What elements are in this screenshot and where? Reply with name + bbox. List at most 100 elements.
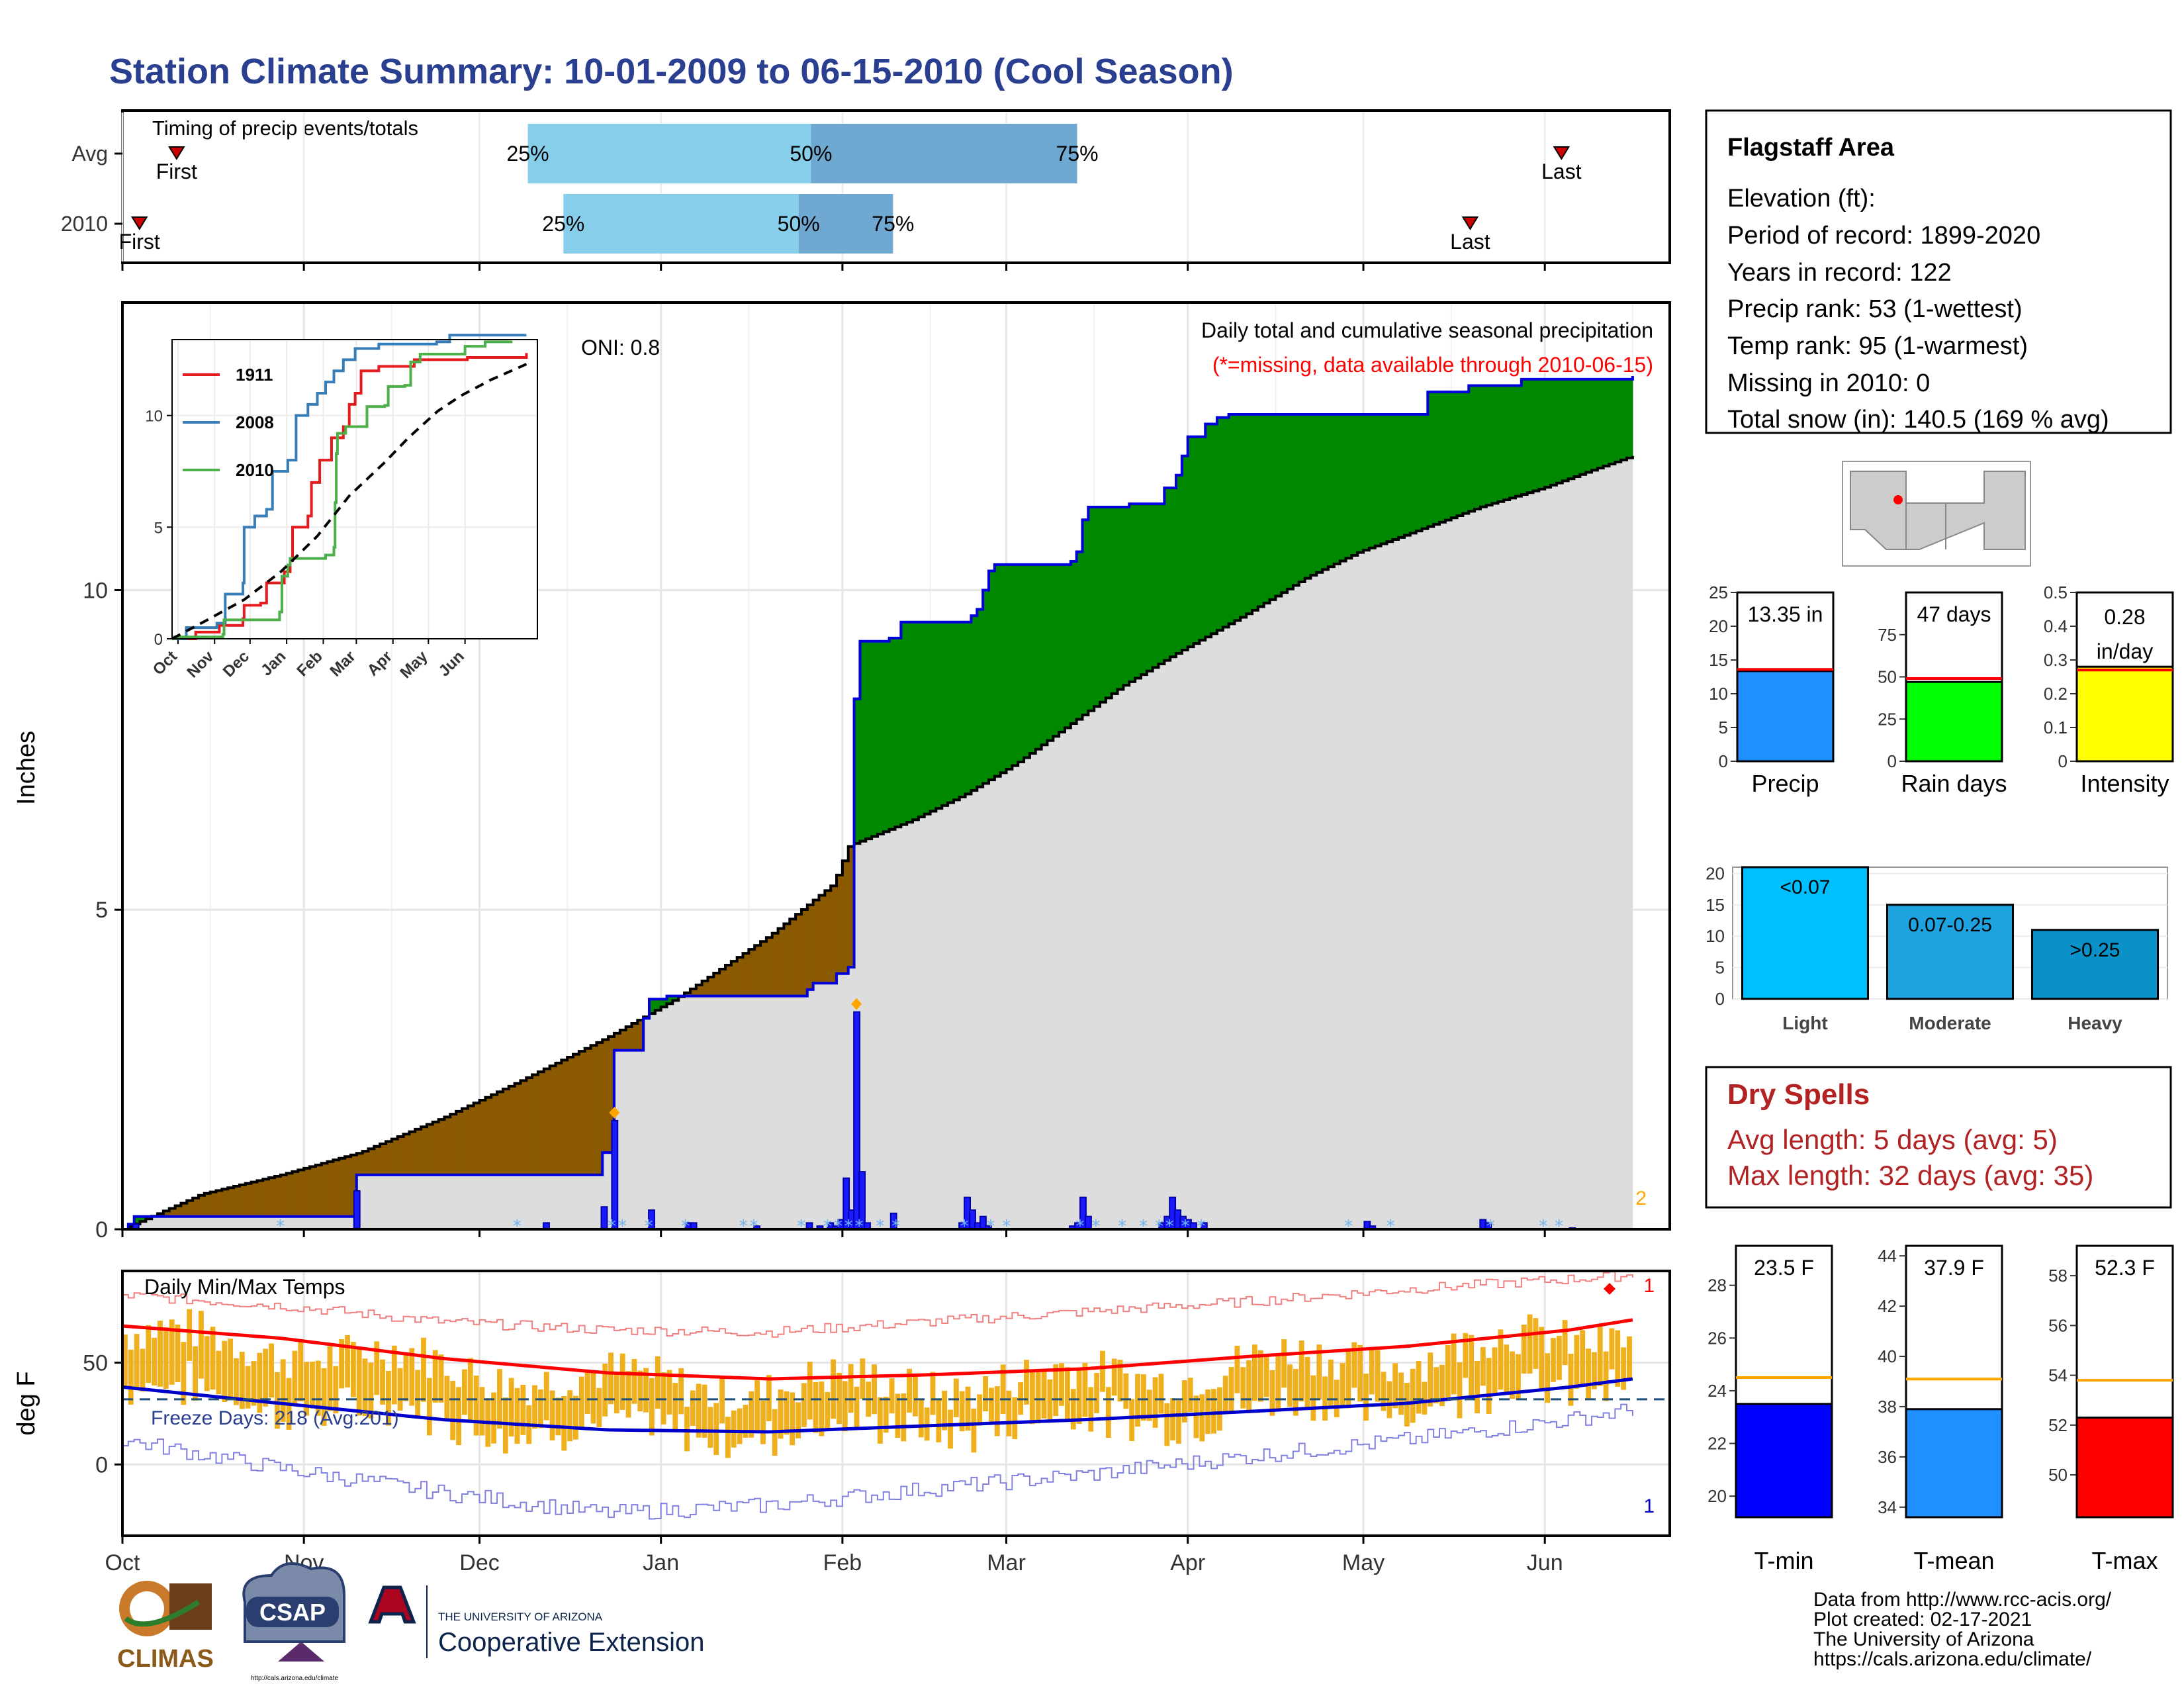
ua-logo-line2: Cooperative Extension — [438, 1628, 704, 1657]
above-avg-fill — [1469, 385, 1475, 512]
below-avg-fill — [713, 972, 720, 996]
daily-temp-bar — [778, 1389, 784, 1439]
above-avg-fill — [1076, 551, 1083, 720]
below-avg-fill — [438, 1119, 445, 1175]
below-avg-fill — [298, 1170, 304, 1217]
trace-precip-marker: * — [739, 1217, 748, 1237]
mini-y-tick-label: 28 — [1707, 1276, 1727, 1295]
daily-temp-bar — [731, 1410, 737, 1448]
daily-temp-bar — [936, 1400, 942, 1442]
daily-temp-bar — [1152, 1377, 1158, 1428]
below-avg-fill — [397, 1136, 404, 1175]
daily-temp-bar — [1556, 1335, 1562, 1380]
below-avg-fill — [807, 904, 814, 990]
above-avg-fill — [1363, 414, 1370, 551]
mini-y-tick-label: 42 — [1878, 1296, 1897, 1316]
daily-temp-bar — [409, 1348, 415, 1406]
daily-temp-bar — [1035, 1372, 1041, 1424]
temps-annotation-top: 1 — [1643, 1275, 1655, 1297]
above-avg-fill — [1216, 417, 1224, 631]
daily-temp-bar — [193, 1346, 198, 1401]
below-avg-fill — [520, 1080, 527, 1175]
below-avg-fill — [719, 969, 726, 996]
daily-temp-bar — [977, 1394, 983, 1426]
mini-value-label: 13.35 in — [1748, 602, 1823, 626]
above-avg-fill — [672, 996, 679, 1001]
above-avg-fill — [1463, 392, 1469, 514]
below-avg-fill — [210, 1192, 217, 1217]
below-avg-fill — [181, 1203, 187, 1217]
mini-y-tick-label: 22 — [1707, 1434, 1727, 1454]
daily-temp-bar — [403, 1352, 409, 1401]
inset-legend-label: 2010 — [236, 460, 274, 480]
mini-category-label: T-mean — [1913, 1547, 1994, 1574]
daily-temp-bar — [702, 1384, 707, 1438]
below-avg-fill — [631, 1023, 638, 1051]
daily-temp-bar — [1234, 1346, 1240, 1393]
daily-temp-bar — [1176, 1400, 1181, 1444]
inset-avg-line — [171, 363, 527, 640]
daily-temp-bar — [1340, 1363, 1345, 1407]
inset-legend-label: 2008 — [236, 412, 274, 432]
trace-precip-marker: * — [750, 1217, 758, 1237]
below-avg-fill — [596, 1042, 603, 1175]
timing-last-marker — [1553, 146, 1570, 160]
above-avg-fill — [1328, 414, 1335, 567]
timing-label: Timing of precip events/totals — [152, 117, 418, 140]
below-avg-fill — [514, 1083, 522, 1175]
daily-temp-bar — [889, 1378, 895, 1414]
trace-precip-marker: * — [823, 1217, 832, 1237]
below-avg-fill — [743, 953, 749, 996]
below-avg-fill — [286, 1173, 293, 1217]
main-y-tick-label: 10 — [83, 578, 108, 603]
trace-precip-marker: * — [960, 1217, 969, 1237]
events-bar — [1886, 904, 2014, 1000]
trace-precip-marker: * — [1165, 1217, 1174, 1237]
above-avg-fill — [913, 622, 919, 820]
above-avg-fill — [1293, 414, 1300, 586]
daily-temp-bar — [1000, 1364, 1006, 1415]
above-avg-fill — [1498, 385, 1504, 502]
above-avg-fill — [1158, 504, 1165, 665]
below-avg-fill — [837, 874, 843, 974]
daily-temp-bar — [907, 1368, 913, 1413]
daily-temp-bar — [1451, 1333, 1457, 1395]
daily-temp-bar — [860, 1358, 866, 1399]
below-avg-fill — [321, 1163, 328, 1217]
daily-temp-bar — [1597, 1324, 1603, 1386]
daily-temp-bar — [204, 1336, 210, 1391]
above-avg-fill — [860, 641, 866, 841]
daily-temp-bar — [1498, 1329, 1504, 1390]
below-avg-fill — [561, 1060, 568, 1175]
above-avg-fill — [1094, 506, 1101, 707]
daily-precip-bar — [1085, 1215, 1092, 1231]
below-avg-fill — [356, 1153, 363, 1175]
temps-panel: 0 50 Daily Min/Max Temps Freeze Days: 218… — [13, 1270, 1671, 1537]
below-avg-fill — [573, 1054, 580, 1175]
above-avg-fill — [901, 622, 907, 825]
above-avg-fill — [1603, 379, 1610, 467]
daily-temp-bar — [655, 1356, 660, 1409]
daily-temp-bar — [1146, 1389, 1152, 1421]
timing-q25-q50-bar — [527, 124, 811, 183]
above-avg-fill — [1574, 379, 1580, 477]
daily-temp-bar — [555, 1397, 561, 1436]
daily-temp-bar — [614, 1372, 619, 1414]
daily-temp-bar — [158, 1321, 163, 1387]
above-avg-fill — [1428, 392, 1434, 527]
climas-logo-text: CLIMAS — [117, 1645, 214, 1673]
mini-category-label: Intensity — [2080, 770, 2169, 797]
above-avg-fill — [1609, 379, 1615, 464]
daily-temp-bar — [1551, 1338, 1556, 1382]
above-avg-fill — [1100, 506, 1107, 702]
below-avg-fill — [339, 1158, 345, 1217]
mini-category-label: T-max — [2091, 1547, 2158, 1574]
daily-temp-bar — [251, 1361, 257, 1406]
timing-row-label: 2010 — [61, 212, 108, 236]
above-avg-fill — [1515, 385, 1522, 496]
timing-panel: Timing of precip events/totals Avg 25% 50%… — [61, 109, 1671, 264]
main-ylabel: Inches — [13, 731, 40, 805]
mini-y-tick-label: 26 — [1707, 1328, 1727, 1348]
freeze-days-label: Freeze Days: 218 (Avg:201) — [151, 1407, 399, 1429]
daily-temp-bar — [1363, 1374, 1369, 1421]
